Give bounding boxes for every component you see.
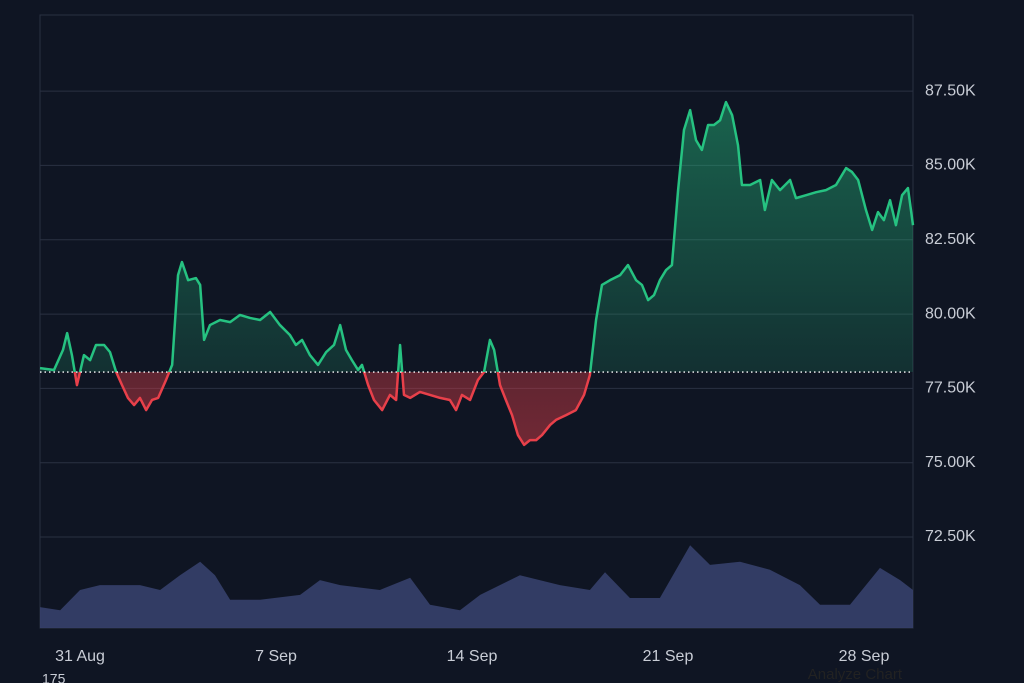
x-tick-label: 31 Aug <box>55 648 105 665</box>
y-tick-label: 80.00K <box>925 305 976 322</box>
y-tick-label: 87.50K <box>925 82 976 99</box>
x-tick-label: 28 Sep <box>839 648 890 665</box>
price-line-up <box>39 100 915 373</box>
area-up <box>40 102 913 373</box>
annotation: 175 <box>42 671 66 683</box>
y-tick-label: 75.00K <box>925 454 976 471</box>
y-tick-label: 77.50K <box>925 380 976 397</box>
area-down <box>74 372 591 445</box>
x-tick-label: 14 Sep <box>447 648 498 665</box>
y-tick-label: 82.50K <box>925 231 976 248</box>
annotation: Analyze Chart <box>808 666 903 683</box>
y-tick-label: 85.00K <box>925 157 976 174</box>
volume-area <box>40 545 913 628</box>
y-tick-label: 72.50K <box>925 528 976 545</box>
x-tick-label: 21 Sep <box>643 648 694 665</box>
x-tick-label: 7 Sep <box>255 648 297 665</box>
